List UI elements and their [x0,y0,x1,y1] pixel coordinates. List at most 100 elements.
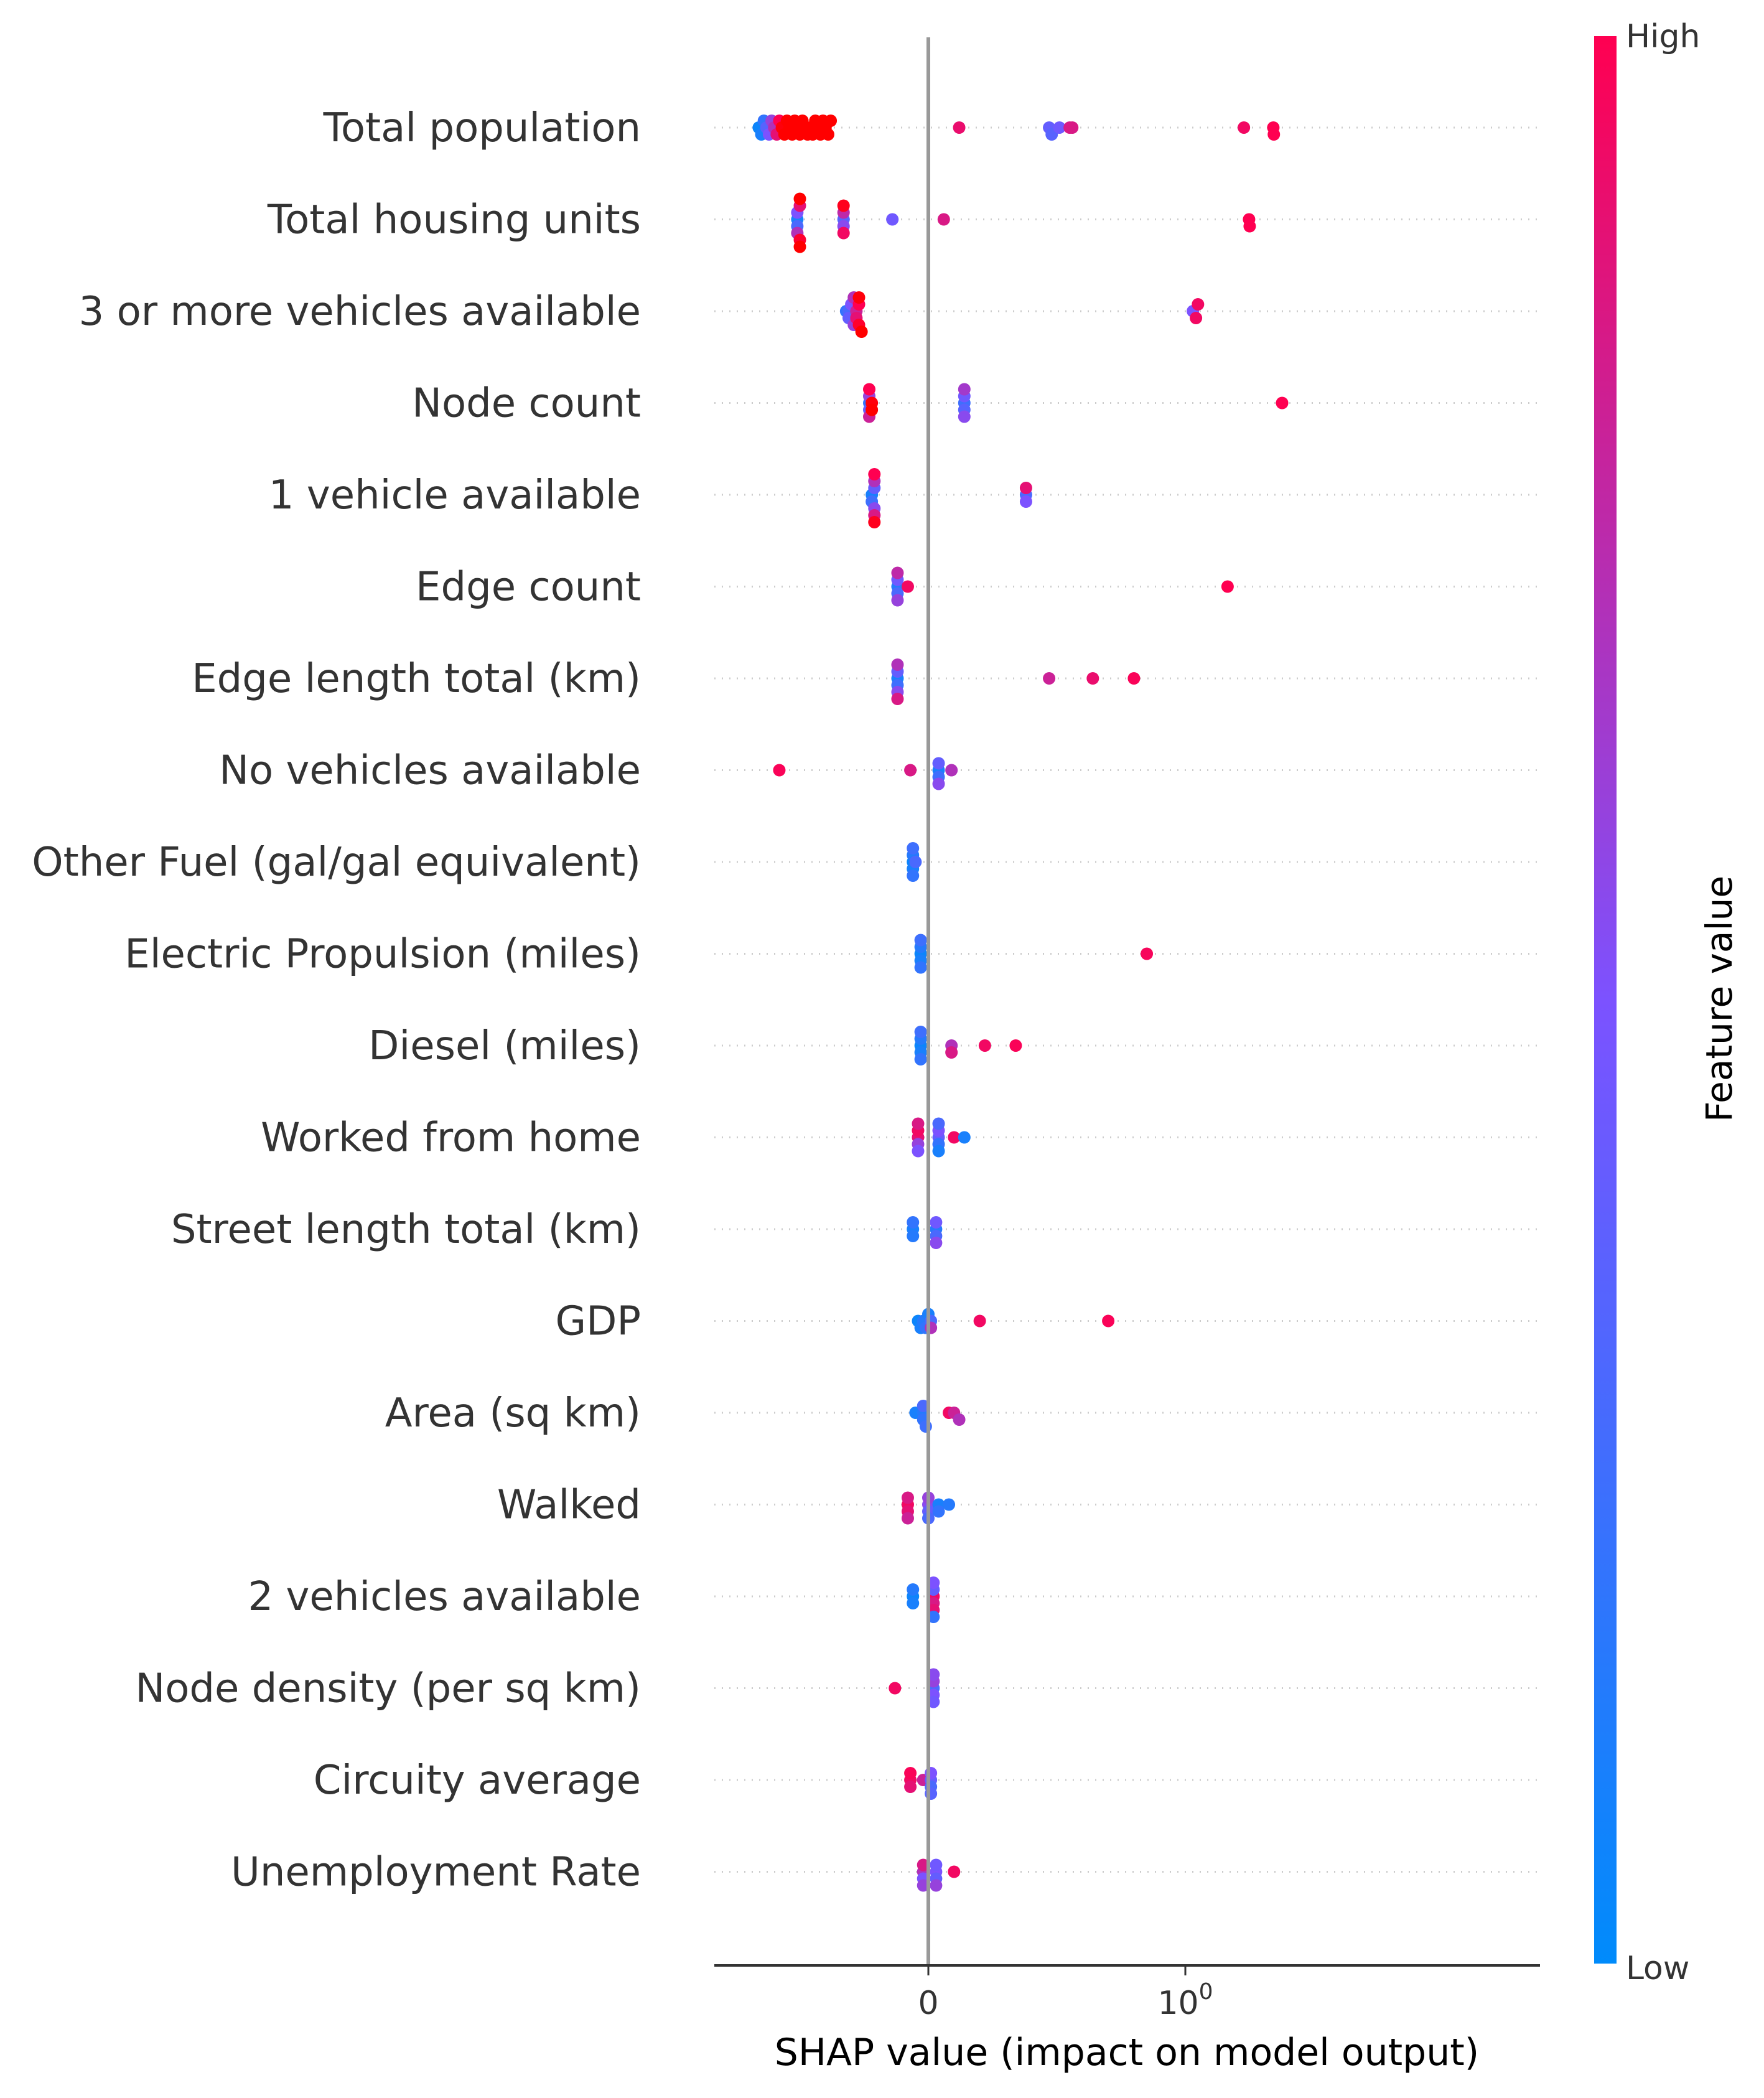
shap-point [930,1879,943,1892]
shap-point [917,1879,930,1892]
shap-point [901,1491,914,1504]
shap-point [930,1858,943,1871]
shap-point [914,934,927,947]
feature-rows: Total population Total housing units 3 or … [32,105,1540,1896]
shap-point [932,1505,945,1518]
shap-point [891,594,904,607]
shap-point [855,325,868,338]
shap-point [1009,1039,1022,1052]
feature-label: Node density (per sq km) [135,1666,641,1712]
feature-label: Worked from home [261,1115,641,1161]
feature-label: Electric Propulsion (miles) [124,932,641,978]
shap-point [917,1400,930,1412]
feature-label: Edge length total (km) [192,656,641,702]
shap-point [889,1682,902,1695]
feature-label: Street length total (km) [171,1207,641,1253]
colorbar-gradient [1594,36,1617,1964]
shap-point [1141,947,1154,960]
shap-point [1066,121,1079,134]
shap-point [927,1668,940,1681]
shap-point [912,1117,925,1130]
shap-point [891,693,904,705]
feature-label: Edge count [416,564,641,611]
shap-point [945,1046,958,1059]
shap-point [904,764,917,777]
shap-point [958,1131,971,1144]
shap-point [932,777,945,790]
shap-point [945,764,958,777]
x-axis: 0 100 [714,1964,1540,2022]
shap-point [904,1767,917,1779]
shap-point [907,869,920,882]
shap-point [907,1230,920,1242]
shap-point [927,1611,940,1623]
shap-point [953,1413,966,1426]
shap-point [943,1498,956,1511]
feature-label: Other Fuel (gal/gal equivalent) [32,840,641,886]
shap-point [1019,482,1032,494]
shap-point [1238,121,1251,134]
shap-point [930,1216,943,1229]
shap-point [907,1216,920,1229]
feature-label: Circuity average [314,1758,641,1804]
shap-point [901,1512,914,1525]
shap-points [752,115,1289,1892]
shap-point [1276,396,1289,410]
feature-label: 3 or more vehicles available [79,289,642,335]
shap-point [1102,1314,1115,1328]
shap-point [863,383,876,396]
feature-label: 1 vehicle available [269,472,641,518]
feature-label: Unemployment Rate [231,1850,641,1896]
shap-point [917,1858,930,1871]
shap-point [932,1145,945,1158]
shap-point [953,121,966,134]
shap-point [1221,580,1234,593]
colorbar-low-label: Low [1626,1950,1689,1987]
feature-label: Total population [323,105,641,151]
shap-point [948,1865,961,1878]
shap-point [1086,672,1099,685]
colorbar-high-label: High [1626,18,1701,55]
feature-label: Walked [497,1482,641,1529]
shap-point [948,1131,961,1144]
colorbar-title: Feature value [1698,876,1740,1122]
shap-point [824,115,838,127]
shap-point [891,658,904,671]
shap-point [1243,220,1256,233]
feature-label: Node count [412,381,641,427]
shap-point [793,192,806,205]
shap-point [978,1039,991,1052]
shap-point [1267,128,1281,141]
x-tick-label: 100 [1157,1979,1213,2022]
shap-point [837,227,850,240]
shap-point [821,128,834,141]
shap-point [866,403,879,416]
shap-point [914,1053,927,1065]
shap-point [837,199,850,212]
shap-point [914,961,927,974]
shap-point [958,410,971,423]
x-axis-label: SHAP value (impact on model output) [775,2031,1479,2074]
shap-point [1127,672,1141,685]
feature-label: Total housing units [267,197,641,243]
shap-point [932,1117,945,1130]
shap-point [907,1583,920,1596]
x-tick-label: 0 [918,1985,938,2022]
feature-label: No vehicles available [219,748,641,794]
shap-point [912,1145,925,1158]
shap-point [973,1314,986,1328]
shap-point [891,566,904,579]
shap-point [1192,298,1205,311]
feature-label: Diesel (miles) [368,1023,641,1069]
feature-label: 2 vehicles available [248,1574,641,1620]
shap-point [927,1576,940,1589]
shap-point [1019,495,1032,508]
shap-point [793,240,806,253]
feature-label: GDP [556,1299,641,1345]
shap-point [1053,121,1066,134]
shap-point [868,516,881,528]
shap-point [927,1695,940,1708]
shap-point [937,213,950,226]
shap-point [1043,672,1056,685]
